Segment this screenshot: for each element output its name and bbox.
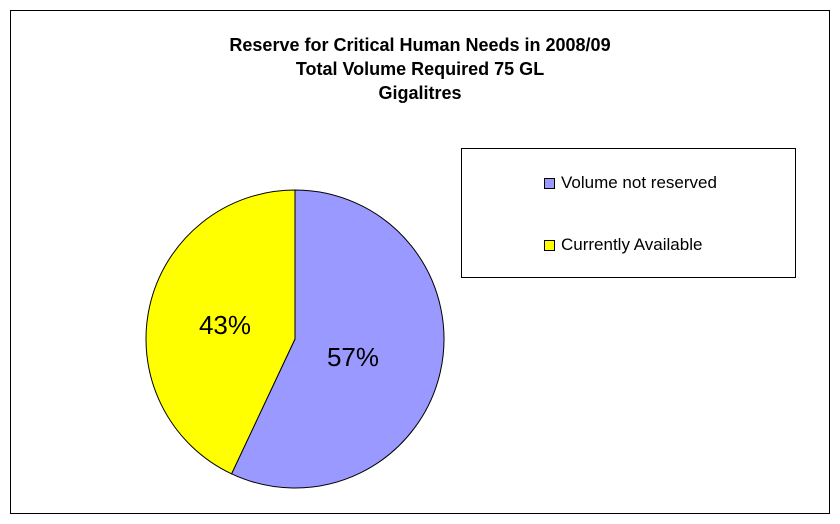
chart-subtitle: Total Volume Required 75 GL [295,59,545,79]
data-label-currently-available: 43% [199,310,251,340]
pie-slice-volume-not-reserved [230,189,445,489]
data-label-volume-not-reserved: 57% [327,342,379,372]
chart-subtitle-units: Gigalitres [378,83,462,103]
chart-title: Reserve for Critical Human Needs in 2008… [229,35,611,55]
legend-item-currently-available: Currently Available [544,235,702,255]
legend-label-currently-available: Currently Available [561,235,703,254]
pie-slice-currently-available [145,189,296,475]
legend-label-volume-not-reserved: Volume not reserved [561,173,717,192]
legend-swatch-currently-available [544,239,555,251]
legend-swatch-volume-not-reserved [544,177,555,189]
legend-item-volume-not-reserved: Volume not reserved [544,173,717,193]
chart-title-block: Reserve for Critical Human Needs in 2008… [10,33,830,105]
legend: Volume not reserved Currently Available [461,148,796,278]
